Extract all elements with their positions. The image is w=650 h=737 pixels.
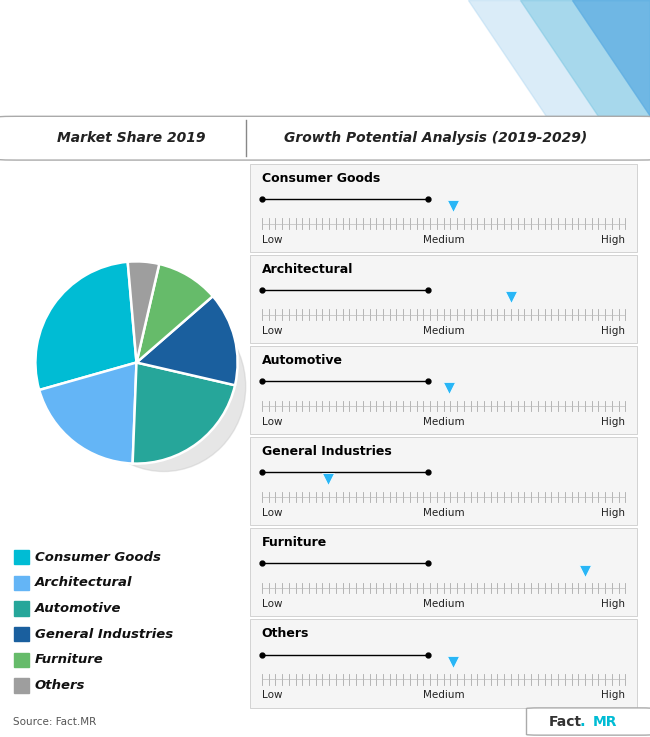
- Text: Low: Low: [262, 691, 282, 700]
- FancyBboxPatch shape: [250, 255, 637, 343]
- Text: Architectural: Architectural: [35, 576, 133, 590]
- Polygon shape: [520, 0, 650, 116]
- Polygon shape: [572, 0, 650, 116]
- Ellipse shape: [82, 301, 246, 472]
- Bar: [14, 679, 29, 693]
- Wedge shape: [127, 262, 159, 363]
- FancyBboxPatch shape: [250, 619, 637, 708]
- Text: High: High: [601, 509, 625, 518]
- Text: Consumer Goods: Consumer Goods: [35, 551, 161, 564]
- Text: Medium: Medium: [422, 599, 465, 609]
- Bar: [14, 601, 29, 615]
- Text: Furniture: Furniture: [35, 654, 103, 666]
- FancyBboxPatch shape: [250, 164, 637, 252]
- Wedge shape: [133, 363, 235, 464]
- Bar: [14, 627, 29, 641]
- Text: Medium: Medium: [422, 235, 465, 245]
- Text: Consumer Goods: Consumer Goods: [262, 172, 380, 184]
- Wedge shape: [136, 296, 238, 385]
- FancyBboxPatch shape: [526, 708, 650, 735]
- Text: General Industries: General Industries: [35, 628, 173, 640]
- Text: General Industries: General Industries: [262, 445, 391, 458]
- Wedge shape: [35, 262, 136, 390]
- Bar: [14, 550, 29, 565]
- Text: Market Share 2019: Market Share 2019: [57, 131, 205, 145]
- FancyBboxPatch shape: [250, 437, 637, 525]
- Wedge shape: [39, 363, 136, 464]
- Text: Low: Low: [262, 326, 282, 336]
- Bar: [14, 653, 29, 667]
- Text: High: High: [601, 691, 625, 700]
- Text: Medium: Medium: [422, 326, 465, 336]
- Text: Low: Low: [262, 417, 282, 427]
- Text: Medium: Medium: [422, 509, 465, 518]
- Text: Medium: Medium: [422, 691, 465, 700]
- Text: High: High: [601, 599, 625, 609]
- Text: High: High: [601, 326, 625, 336]
- Text: Architectural: Architectural: [262, 262, 353, 276]
- Text: Medium: Medium: [422, 417, 465, 427]
- Text: High: High: [601, 417, 625, 427]
- Text: Automotive: Automotive: [262, 354, 343, 367]
- Text: Growth Potential by Application (2019-2029): Growth Potential by Application (2019-20…: [16, 72, 436, 91]
- FancyBboxPatch shape: [0, 116, 650, 160]
- Text: Others: Others: [35, 679, 85, 692]
- Text: MR: MR: [593, 715, 618, 728]
- Polygon shape: [468, 0, 650, 116]
- Bar: [14, 576, 29, 590]
- Text: Global Powder Coatings Market: Global Powder Coatings Market: [16, 26, 436, 49]
- Text: Low: Low: [262, 235, 282, 245]
- Text: Low: Low: [262, 599, 282, 609]
- Text: High: High: [601, 235, 625, 245]
- Text: Growth Potential Analysis (2019-2029): Growth Potential Analysis (2019-2029): [283, 131, 587, 145]
- Text: Low: Low: [262, 509, 282, 518]
- Text: .: .: [580, 714, 585, 729]
- Text: Automotive: Automotive: [35, 602, 122, 615]
- Wedge shape: [136, 264, 213, 363]
- FancyBboxPatch shape: [250, 528, 637, 616]
- Text: Source: Fact.MR: Source: Fact.MR: [13, 716, 96, 727]
- Text: Furniture: Furniture: [262, 536, 327, 549]
- Text: Fact: Fact: [549, 715, 582, 728]
- Text: Others: Others: [262, 627, 309, 640]
- FancyBboxPatch shape: [250, 346, 637, 434]
